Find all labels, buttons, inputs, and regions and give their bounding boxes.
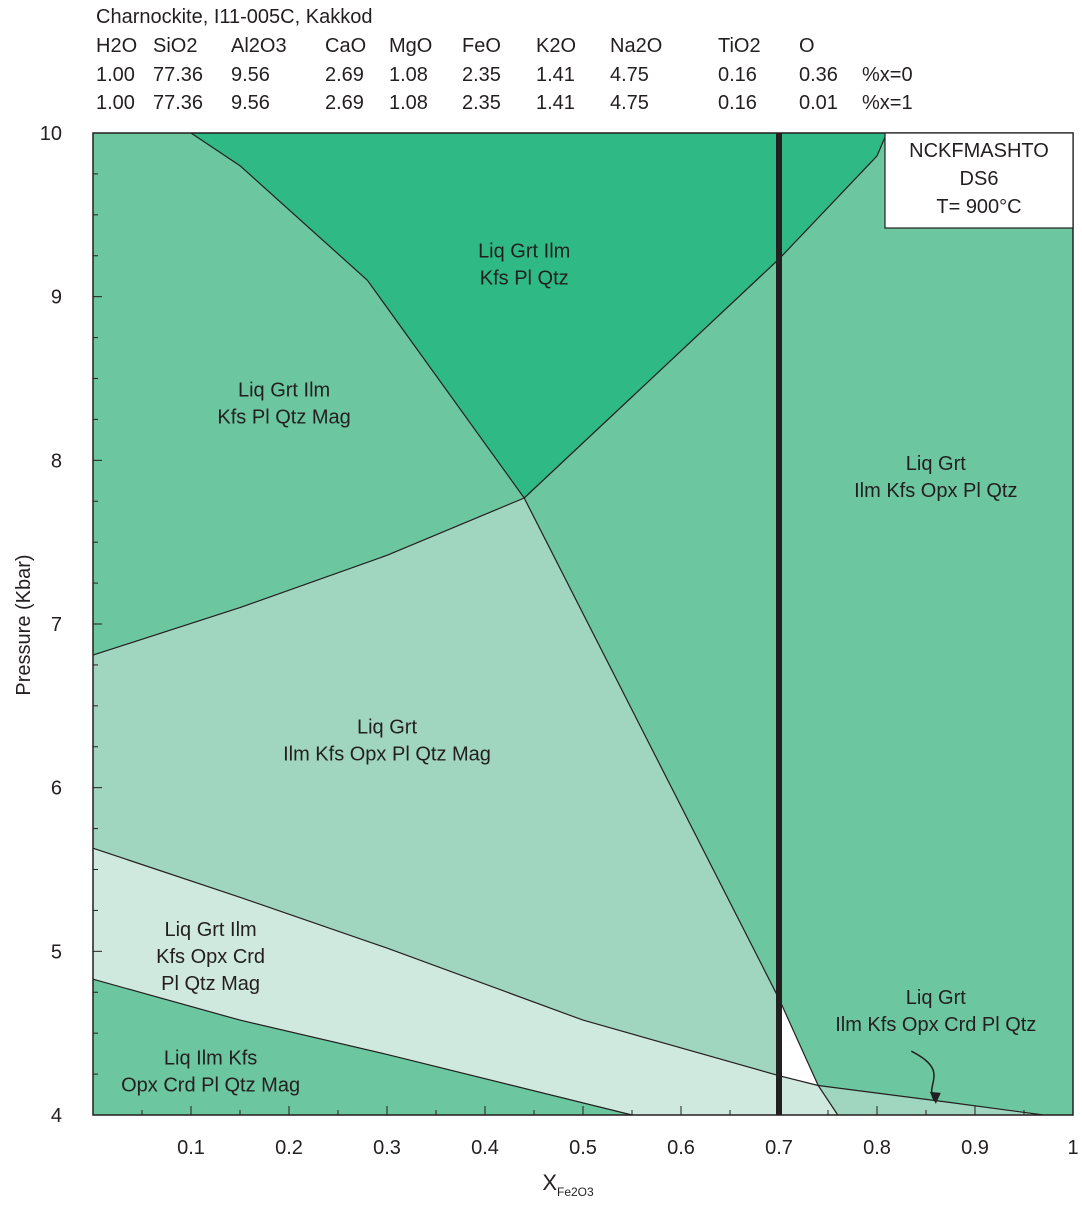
axis-titles: XFe2O3 Pressure (Kbar) <box>13 554 594 1199</box>
phase-boundary <box>190 132 525 499</box>
field-label-upper-left: Kfs Pl Qtz Mag <box>217 407 350 429</box>
x-tick-label: 0.9 <box>961 1137 989 1159</box>
composition-value: 0.16 <box>718 92 757 114</box>
composition-row-label: %x=0 <box>862 64 913 86</box>
field-label-lower-mid: Kfs Opx Crd <box>156 946 265 968</box>
field-label-lower-mid: Pl Qtz Mag <box>161 973 260 995</box>
axis-ticks: 0.1 0.2 0.3 0.4 0.5 0.6 0.7 0.8 0.9 1 4 5 6 7 8 9 10 <box>40 123 1079 1159</box>
oxide-header: K2O <box>536 35 577 57</box>
composition-value: 9.56 <box>231 92 270 114</box>
callout-label: Liq Grt <box>906 987 966 1009</box>
field-label-middle: Ilm Kfs Opx Pl Qtz Mag <box>283 744 491 766</box>
oxide-header: H2O <box>96 35 138 57</box>
composition-value: 1.08 <box>389 92 428 114</box>
x-tick-label: 0.1 <box>177 1137 205 1159</box>
y-tick-label: 9 <box>51 287 62 309</box>
composition-value: 4.75 <box>610 92 649 114</box>
composition-value: 0.01 <box>799 92 838 114</box>
field-label-bottom-left: Opx Crd Pl Qtz Mag <box>121 1074 300 1096</box>
y-axis-title: Pressure (Kbar) <box>13 554 35 695</box>
phase-boundary <box>92 847 1044 1116</box>
x-tick-label: 0.4 <box>471 1137 499 1159</box>
header-title: Charnockite, I11-005C, Kakkod <box>96 6 373 28</box>
composition-value: 1.08 <box>389 64 428 86</box>
composition-value: 4.75 <box>610 64 649 86</box>
composition-value: 1.41 <box>536 64 575 86</box>
phase-boundaries <box>92 132 1044 1116</box>
x-tick-label: 1 <box>1067 1137 1078 1159</box>
x-axis-title-subscript: Fe2O3 <box>557 1185 594 1199</box>
composition-value: 2.69 <box>325 92 364 114</box>
field-label-top: Kfs Pl Qtz <box>480 267 569 289</box>
y-tick-label: 4 <box>51 1105 62 1127</box>
composition-value: 2.35 <box>462 64 501 86</box>
composition-header: Charnockite, I11-005C, Kakkod H2O SiO2 Al2… <box>0 0 1082 130</box>
oxide-header: SiO2 <box>153 35 198 57</box>
composition-value: 0.36 <box>799 64 838 86</box>
info-box-line: NCKFMASHTO <box>909 140 1049 162</box>
phase-boundary <box>523 132 888 499</box>
info-box-line: DS6 <box>960 168 999 190</box>
field-label-top: Liq Grt Ilm <box>478 240 570 262</box>
oxide-header: Al2O3 <box>231 35 287 57</box>
y-tick-label: 8 <box>51 450 62 472</box>
callout-arrowhead <box>929 1091 941 1104</box>
info-box: NCKFMASHTO DS6 T= 900°C <box>884 132 1074 229</box>
y-tick-label: 6 <box>51 778 62 800</box>
callout-label: Ilm Kfs Opx Crd Pl Qtz <box>835 1014 1036 1036</box>
composition-value: 77.36 <box>153 92 204 114</box>
field-label-right: Ilm Kfs Opx Pl Qtz <box>854 480 1017 502</box>
x-tick-label: 0.7 <box>765 1137 793 1159</box>
phase-boundary <box>92 978 633 1116</box>
x-tick-label: 0.2 <box>275 1137 303 1159</box>
y-tick-label: 10 <box>40 123 62 145</box>
composition-value: 9.56 <box>231 64 270 86</box>
composition-value: 2.35 <box>462 92 501 114</box>
info-box-line: T= 900°C <box>936 196 1021 218</box>
x-tick-label: 0.8 <box>863 1137 891 1159</box>
oxide-header: CaO <box>325 35 367 57</box>
composition-value: 1.41 <box>536 92 575 114</box>
phase-boundary <box>92 497 525 656</box>
composition-value: 1.00 <box>96 64 135 86</box>
field-labels: Liq Grt Ilm Kfs Pl Qtz Liq Grt Ilm Kfs Pl Q… <box>121 240 1036 1104</box>
y-tick-label: 5 <box>51 941 62 963</box>
field-label-bottom-left: Liq Ilm Kfs <box>164 1047 257 1069</box>
y-tick-label: 7 <box>51 614 62 636</box>
phase-fields <box>92 132 1074 1116</box>
composition-value: 2.69 <box>325 64 364 86</box>
oxide-header: MgO <box>389 35 433 57</box>
oxide-header: Na2O <box>610 35 663 57</box>
field-label-lower-mid: Liq Grt Ilm <box>164 919 256 941</box>
composition-row-label: %x=1 <box>862 92 913 114</box>
phase-boundary <box>523 497 839 1116</box>
x-tick-label: 0.5 <box>569 1137 597 1159</box>
x-axis-title: XFe2O3 <box>542 1170 594 1199</box>
composition-value: 1.00 <box>96 92 135 114</box>
field-label-right: Liq Grt <box>906 453 966 475</box>
oxide-header: O <box>799 35 815 57</box>
oxide-header: FeO <box>462 35 501 57</box>
info-box-frame <box>884 132 1074 229</box>
x-tick-label: 0.3 <box>373 1137 401 1159</box>
x-tick-label: 0.6 <box>667 1137 695 1159</box>
x-axis-title-main: X <box>542 1170 557 1195</box>
composition-value: 77.36 <box>153 64 204 86</box>
field-label-middle: Liq Grt <box>357 717 417 739</box>
composition-value: 0.16 <box>718 64 757 86</box>
oxide-header: TiO2 <box>718 35 761 57</box>
field-label-upper-left: Liq Grt Ilm <box>238 380 330 402</box>
